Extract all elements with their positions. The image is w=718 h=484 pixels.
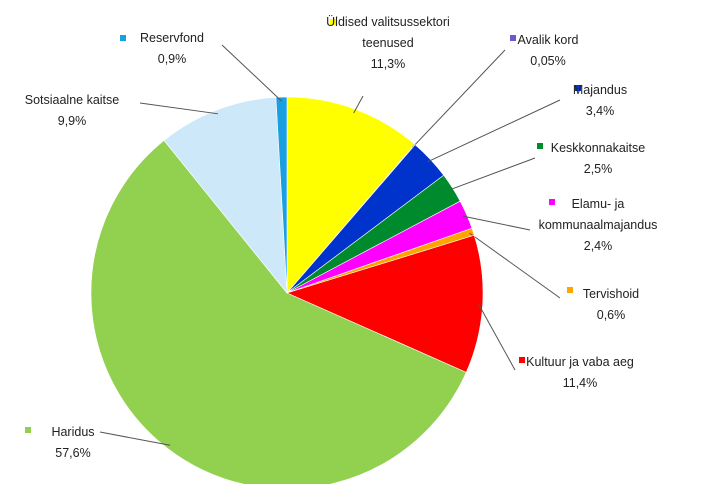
value-label: 3,4% xyxy=(585,104,615,118)
legend-key xyxy=(537,143,543,149)
leader-line xyxy=(353,95,364,114)
leader-line xyxy=(221,44,282,102)
slice-label: Majandus 3,4% xyxy=(560,80,640,122)
value-label: 11,4% xyxy=(562,376,598,390)
category-label: Reservfond xyxy=(140,31,204,45)
pie-slice xyxy=(286,234,484,373)
category-label: Avalik kord xyxy=(517,33,579,47)
leader-line xyxy=(411,49,506,148)
category-label: Keskkonnakaitse xyxy=(550,141,646,155)
pie-slice xyxy=(163,96,288,294)
slice-label: Reservfond 0,9% xyxy=(117,28,227,70)
category-label: Haridus xyxy=(51,425,95,439)
pie-slice xyxy=(275,96,288,294)
category-label: Tervishoid xyxy=(582,287,640,301)
slice-label: Keskkonnakaitse 2,5% xyxy=(543,138,653,180)
slice-label: Üldised valitsussektori teenused 11,3% xyxy=(323,12,453,75)
slice-label: Kultuur ja vaba aeg 11,4% xyxy=(515,352,645,394)
category-label: Kultuur ja vaba aeg xyxy=(526,355,634,369)
leader-line xyxy=(478,304,516,371)
category-label: Sotsiaalne kaitse xyxy=(24,93,120,107)
legend-key xyxy=(25,427,31,433)
legend-key xyxy=(120,35,126,41)
slice-label: Haridus 57,6% xyxy=(33,422,113,464)
value-label: 0,6% xyxy=(596,308,626,322)
category-label: Majandus xyxy=(572,83,628,97)
leader-line xyxy=(139,102,219,115)
legend-key xyxy=(330,19,336,25)
category-label: Elamu- ja kommunaalmajandus xyxy=(538,197,658,232)
value-label: 2,4% xyxy=(583,239,613,253)
leader-line xyxy=(427,99,561,163)
pie-slice xyxy=(286,96,416,294)
value-label: 11,3% xyxy=(370,57,406,71)
leader-line xyxy=(469,232,561,299)
slice-label: Sotsiaalne kaitse 9,9% xyxy=(7,90,137,132)
value-label: 2,5% xyxy=(583,162,613,176)
legend-key xyxy=(567,287,573,293)
slice-label: Avalik kord 0,05% xyxy=(503,30,593,72)
slice-label: Elamu- ja kommunaalmajandus 2,4% xyxy=(528,194,668,257)
leader-line xyxy=(448,157,536,191)
legend-key xyxy=(575,85,581,91)
legend-key xyxy=(519,357,525,363)
legend-key xyxy=(510,35,516,41)
leader-line xyxy=(99,431,171,446)
value-label: 0,9% xyxy=(157,52,187,66)
value-label: 57,6% xyxy=(55,446,91,460)
leader-line xyxy=(462,215,531,231)
value-label: 9,9% xyxy=(57,114,87,128)
legend-key xyxy=(549,199,555,205)
slice-label: Tervishoid 0,6% xyxy=(571,284,651,326)
value-label: 0,05% xyxy=(530,54,566,68)
pie-slice xyxy=(90,139,467,484)
category-label: Üldised valitsussektori teenused xyxy=(326,15,450,50)
